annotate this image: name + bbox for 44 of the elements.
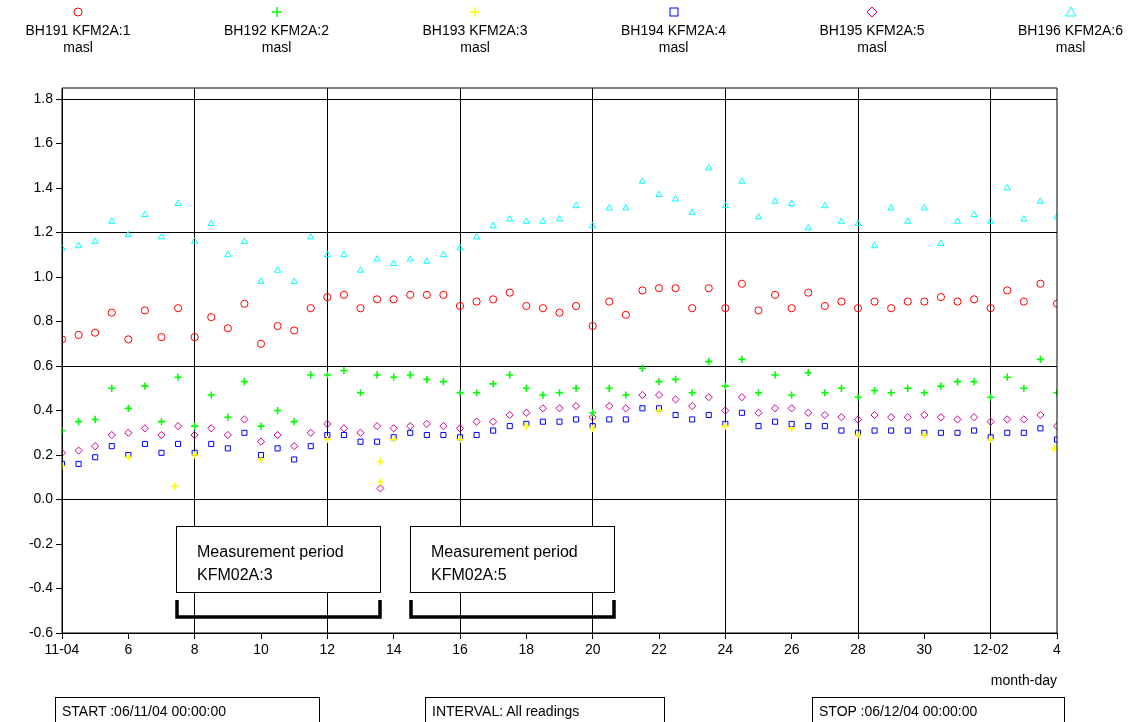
x-tick-label: 30 [916, 641, 933, 658]
text-box: Measurement period KFM02A:5 [410, 526, 615, 593]
legend-label: BH194 KFM2A:4 masl [619, 22, 728, 56]
text-box: START :06/11/04 00:00:00 [55, 697, 320, 722]
y-tick-label: 1.2 [33, 223, 54, 240]
x-tick-label: 12-02 [972, 641, 1009, 658]
x-tick-label: 10 [253, 641, 269, 658]
y-tick-label: 1.6 [33, 134, 54, 151]
y-tick-label: 1.0 [33, 267, 54, 284]
x-tick-label: 18 [518, 641, 535, 658]
x-axis-title: month-day [990, 672, 1057, 689]
y-tick-label: 0.0 [33, 490, 54, 507]
y-tick-label: 1.8 [33, 89, 54, 106]
annotation: Measurement period KFM02A:3 [197, 542, 345, 585]
legend-label: BH196 KFM2A:6 masl [1016, 22, 1125, 56]
legend-label: BH193 KFM2A:3 masl [421, 22, 529, 56]
y-tick-label: -0.2 [28, 534, 54, 551]
y-tick-label: 1.4 [33, 178, 54, 195]
legend-label: BH191 KFM2A:1 masl [24, 22, 132, 56]
x-tick-label: 26 [783, 641, 800, 658]
legend-label: BH192 KFM2A:2 masl [222, 22, 331, 56]
point [853, 430, 863, 440]
y-tick-label: 0.8 [33, 312, 54, 329]
y-tick-label: -0.4 [28, 579, 54, 596]
x-tick-label: 12 [319, 641, 336, 658]
x-tick-label: 4 [1053, 641, 1062, 658]
legend-label: BH195 KFM2A:5 masl [818, 22, 926, 56]
x-tick-label: 11-04 [44, 641, 80, 658]
y-tick-label: 0.2 [33, 445, 54, 462]
text-box: INTERVAL: All readings [425, 697, 665, 722]
x-tick-label: 8 [190, 641, 199, 658]
annotation: Measurement period KFM02A:5 [431, 542, 579, 585]
x-tick-label: 22 [651, 641, 667, 658]
y-tick-label: 0.4 [33, 401, 54, 418]
text-box: Measurement period KFM02A:3 [176, 526, 381, 593]
x-tick-label: 28 [850, 641, 866, 658]
text-box: STOP :06/12/04 00:00:00 [812, 697, 1065, 722]
x-tick-label: 16 [452, 641, 468, 658]
x-tick-label: 20 [584, 641, 601, 658]
x-tick-label: 24 [717, 641, 734, 658]
x-tick-label: 6 [124, 641, 133, 658]
x-tick-label: 14 [385, 641, 402, 658]
y-tick-label: -0.6 [28, 623, 54, 640]
y-tick-label: 0.6 [33, 356, 54, 373]
